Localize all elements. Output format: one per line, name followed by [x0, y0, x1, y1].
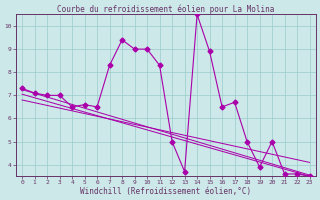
Title: Courbe du refroidissement éolien pour La Molina: Courbe du refroidissement éolien pour La… [57, 4, 275, 14]
X-axis label: Windchill (Refroidissement éolien,°C): Windchill (Refroidissement éolien,°C) [80, 187, 252, 196]
